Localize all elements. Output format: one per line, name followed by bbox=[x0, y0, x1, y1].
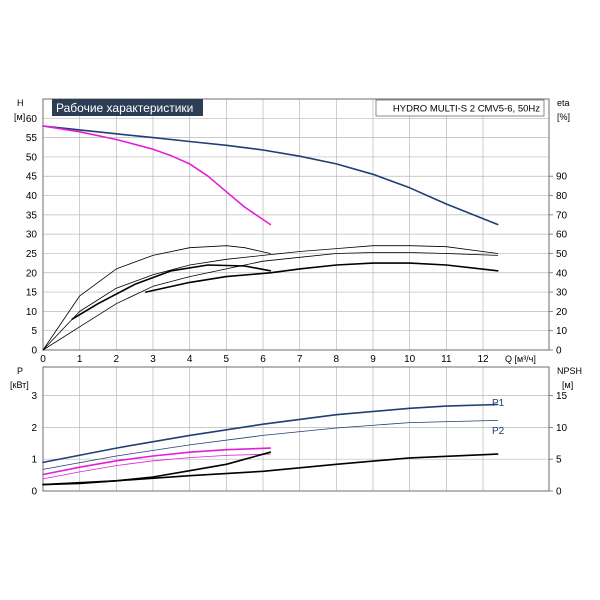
bottom-y-right-tick-label: 0 bbox=[556, 487, 562, 498]
bottom-series-line-6 bbox=[42, 451, 272, 486]
y-left-unit: [м] bbox=[14, 112, 25, 122]
top-x-tick-label: 0 bbox=[40, 354, 46, 365]
bottom-series-line-4 bbox=[42, 453, 271, 480]
model-label: HYDRO MULTI-S 2 CMV5-6, 50Hz bbox=[393, 104, 540, 115]
top-y-left-tick-label: 30 bbox=[26, 230, 38, 241]
top-x-tick-label: 4 bbox=[187, 354, 193, 365]
npsh-axis-unit: [м] bbox=[562, 380, 573, 390]
top-series-line-1 bbox=[42, 125, 499, 226]
title-banner bbox=[52, 99, 203, 116]
top-y-left-tick-label: 10 bbox=[26, 307, 38, 318]
bottom-y-left-tick-label: 3 bbox=[31, 391, 37, 402]
top-y-right-tick-label: 20 bbox=[556, 307, 568, 318]
top-series-line-3 bbox=[71, 264, 272, 320]
power-npsh-panel: 0 1 2 3 0 5 10 15 P [кВт] NPSH [м] P1 P2 bbox=[10, 366, 582, 498]
bottom-y-left-tick-label: 0 bbox=[31, 487, 37, 498]
chart-title: Рабочие характеристики bbox=[56, 101, 193, 115]
top-y-left-tick-label: 25 bbox=[26, 249, 38, 260]
bottom-plot-frame bbox=[42, 366, 550, 492]
top-y-left-tick-label: 40 bbox=[26, 191, 38, 202]
top-y-left-tick-label: 15 bbox=[26, 288, 38, 299]
top-series-line-4 bbox=[42, 245, 271, 351]
top-y-right-tick-label: 60 bbox=[556, 230, 568, 241]
top-series-line-6 bbox=[42, 252, 499, 351]
y-left-label: H bbox=[17, 98, 24, 108]
p-axis-label: P bbox=[17, 366, 23, 376]
top-series-line-5 bbox=[144, 262, 499, 293]
bottom-series-line-1 bbox=[42, 403, 499, 464]
series-label-p2: P2 bbox=[492, 426, 505, 437]
top-grid bbox=[42, 99, 549, 351]
top-y-left-tick-label: 55 bbox=[26, 133, 38, 144]
top-y-right-tick-label: 0 bbox=[556, 346, 562, 357]
bottom-y-right-tick-label: 5 bbox=[556, 455, 562, 466]
top-x-tick-label: 5 bbox=[224, 354, 230, 365]
top-y-left-tick-label: 45 bbox=[26, 172, 38, 183]
top-y-left-tick-label: 35 bbox=[26, 210, 38, 221]
bottom-y-left-tick-label: 2 bbox=[31, 423, 37, 434]
top-series-line-7 bbox=[42, 245, 499, 351]
top-y-left-tick-label: 5 bbox=[31, 326, 37, 337]
top-x-tick-label: 12 bbox=[477, 354, 489, 365]
top-y-right-tick-label: 70 bbox=[556, 210, 568, 221]
top-y-left-tick-label: 0 bbox=[31, 346, 37, 357]
top-series-line-2 bbox=[42, 125, 272, 226]
npsh-axis-label: NPSH bbox=[557, 366, 582, 376]
y-right-unit: [%] bbox=[557, 112, 570, 122]
top-x-tick-label: 6 bbox=[260, 354, 266, 365]
bottom-series-line-2 bbox=[42, 419, 499, 470]
top-x-tick-label: 10 bbox=[404, 354, 416, 365]
bottom-y-right-tick-label: 10 bbox=[556, 423, 568, 434]
top-y-right-tick-label: 30 bbox=[556, 288, 568, 299]
bottom-y-left-tick-label: 1 bbox=[31, 455, 37, 466]
top-y-right-tick-label: 90 bbox=[556, 172, 568, 183]
bottom-y-right-tick-label: 15 bbox=[556, 391, 568, 402]
top-tick-labels: 0 1 2 3 4 5 6 7 8 9 10 11 12051015202530354045505560… bbox=[26, 114, 568, 365]
top-x-tick-label: 7 bbox=[297, 354, 303, 365]
top-y-left-tick-label: 60 bbox=[26, 114, 38, 125]
top-y-left-tick-label: 50 bbox=[26, 152, 38, 163]
top-y-right-tick-label: 50 bbox=[556, 249, 568, 260]
top-series-group bbox=[42, 125, 499, 351]
top-y-right-tick-label: 80 bbox=[556, 191, 568, 202]
top-x-tick-label: 11 bbox=[441, 354, 452, 365]
x-axis-label: Q [м³/ч] bbox=[505, 354, 536, 364]
series-label-p1: P1 bbox=[492, 398, 505, 409]
top-x-tick-label: 8 bbox=[334, 354, 340, 365]
bottom-series-line-3 bbox=[42, 447, 272, 476]
bottom-series-group bbox=[42, 403, 499, 486]
model-box bbox=[375, 99, 545, 117]
top-y-left-tick-label: 20 bbox=[26, 268, 38, 279]
top-plot-frame bbox=[42, 98, 550, 351]
head-efficiency-panel: 0 1 2 3 4 5 6 7 8 9 10 11 12051015202530354045505560… bbox=[14, 98, 570, 365]
top-x-tick-label: 1 bbox=[77, 354, 83, 365]
top-x-tick-label: 9 bbox=[370, 354, 376, 365]
top-y-right-tick-label: 10 bbox=[556, 326, 568, 337]
y-right-label: eta bbox=[557, 98, 570, 108]
top-x-tick-label: 2 bbox=[114, 354, 120, 365]
p-axis-unit: [кВт] bbox=[10, 380, 29, 390]
bottom-tick-labels: 0 1 2 3 0 5 10 15 bbox=[31, 391, 567, 497]
top-y-right-tick-label: 40 bbox=[556, 268, 568, 279]
top-x-tick-label: 3 bbox=[150, 354, 156, 365]
